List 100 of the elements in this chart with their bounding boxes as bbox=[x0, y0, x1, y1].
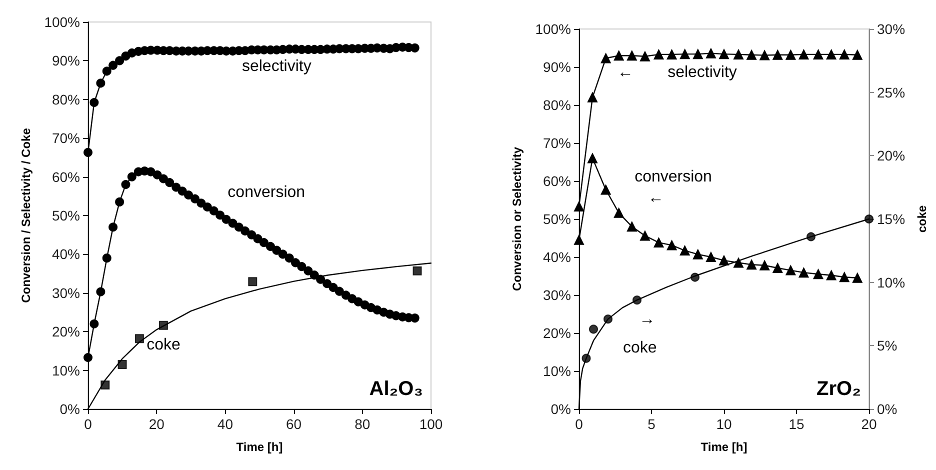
y2-tick-label: 15% bbox=[877, 211, 906, 227]
point bbox=[852, 50, 862, 60]
point bbox=[719, 49, 729, 60]
point bbox=[216, 210, 225, 220]
point bbox=[706, 48, 716, 58]
point bbox=[574, 201, 584, 212]
x-axis-title: Time [h] bbox=[700, 440, 748, 454]
y2-tick-label: 0% bbox=[877, 401, 898, 417]
annotation: Al₂O₃ bbox=[369, 378, 423, 400]
y-tick-label: 80% bbox=[52, 91, 80, 108]
y-tick-label: 10% bbox=[542, 363, 571, 379]
y-tick-label: 30% bbox=[52, 284, 80, 301]
point bbox=[247, 230, 256, 240]
y-tick-label: 100% bbox=[44, 14, 80, 30]
point bbox=[84, 148, 92, 157]
point bbox=[196, 198, 206, 208]
point bbox=[328, 282, 338, 292]
point bbox=[826, 49, 836, 60]
point bbox=[826, 270, 836, 280]
y-tick-label: 90% bbox=[542, 59, 571, 75]
point bbox=[115, 56, 124, 66]
x-tick-label: 60 bbox=[286, 416, 302, 432]
point bbox=[813, 269, 824, 280]
point bbox=[96, 78, 106, 88]
point bbox=[640, 230, 650, 241]
point bbox=[152, 170, 162, 180]
point bbox=[259, 238, 268, 248]
point bbox=[158, 320, 168, 330]
point bbox=[209, 206, 218, 216]
point bbox=[719, 255, 729, 266]
point bbox=[680, 246, 690, 256]
x-tick-label: 5 bbox=[648, 416, 656, 432]
point bbox=[666, 240, 677, 250]
y-tick-label: 90% bbox=[52, 52, 80, 69]
x-tick-label: 15 bbox=[788, 416, 804, 432]
point bbox=[690, 272, 700, 282]
y-tick-label: 10% bbox=[52, 362, 80, 378]
point bbox=[640, 51, 650, 62]
point bbox=[90, 98, 99, 107]
point bbox=[654, 49, 664, 60]
annotation: coke bbox=[623, 340, 657, 357]
point bbox=[316, 274, 326, 284]
point bbox=[372, 305, 382, 314]
point bbox=[96, 287, 106, 296]
point bbox=[158, 174, 168, 184]
point bbox=[734, 49, 744, 60]
x-tick-label: 100 bbox=[419, 416, 443, 432]
y-tick-label: 80% bbox=[542, 97, 571, 113]
y-tick-label: 40% bbox=[542, 249, 571, 265]
point bbox=[806, 232, 816, 242]
point bbox=[786, 265, 796, 276]
y-tick-label: 70% bbox=[542, 135, 571, 151]
point bbox=[798, 268, 809, 278]
point bbox=[115, 197, 124, 206]
point bbox=[184, 190, 193, 200]
point bbox=[121, 180, 130, 190]
point bbox=[222, 214, 231, 224]
annotation: ← bbox=[648, 190, 664, 207]
point bbox=[248, 277, 258, 286]
point bbox=[746, 50, 757, 60]
point bbox=[108, 60, 118, 70]
point bbox=[604, 314, 612, 324]
point bbox=[600, 184, 611, 195]
x-tick-label: 40 bbox=[217, 416, 234, 432]
y2-tick-label: 25% bbox=[877, 84, 906, 100]
x-tick-label: 20 bbox=[148, 416, 165, 432]
point bbox=[134, 334, 144, 344]
point bbox=[772, 50, 783, 60]
point bbox=[626, 50, 637, 61]
annotation: coke bbox=[146, 336, 180, 354]
point bbox=[772, 263, 783, 274]
y-tick-label: 60% bbox=[52, 168, 80, 185]
y-tick-label: 40% bbox=[52, 246, 80, 262]
point bbox=[706, 252, 716, 262]
x-tick-label: 80 bbox=[354, 416, 370, 432]
point bbox=[587, 153, 598, 164]
point bbox=[734, 258, 744, 268]
annotation: conversion bbox=[228, 184, 306, 201]
point bbox=[589, 324, 598, 334]
point bbox=[84, 353, 92, 362]
point bbox=[600, 53, 611, 64]
point bbox=[852, 272, 862, 283]
annotation: ← bbox=[617, 64, 634, 82]
y-tick-label: 20% bbox=[542, 325, 571, 341]
point bbox=[102, 66, 112, 76]
annotation: selectivity bbox=[668, 64, 737, 82]
y-axis-title: Conversion or Selectivity bbox=[510, 146, 524, 292]
annotation: ZrO₂ bbox=[816, 378, 861, 400]
y-axis-title: Conversion / Selectivity / Coke bbox=[19, 128, 33, 303]
x-tick-label: 0 bbox=[575, 416, 584, 432]
point bbox=[272, 246, 282, 255]
y2-tick-label: 10% bbox=[877, 274, 906, 290]
y-tick-label: 30% bbox=[542, 287, 571, 303]
point bbox=[240, 226, 250, 236]
y-tick-label: 60% bbox=[542, 173, 571, 189]
point bbox=[587, 92, 598, 102]
y2-tick-label: 5% bbox=[877, 338, 898, 354]
point bbox=[666, 49, 677, 60]
annotation: → bbox=[639, 311, 656, 328]
y2-axis-title: coke bbox=[914, 205, 929, 233]
